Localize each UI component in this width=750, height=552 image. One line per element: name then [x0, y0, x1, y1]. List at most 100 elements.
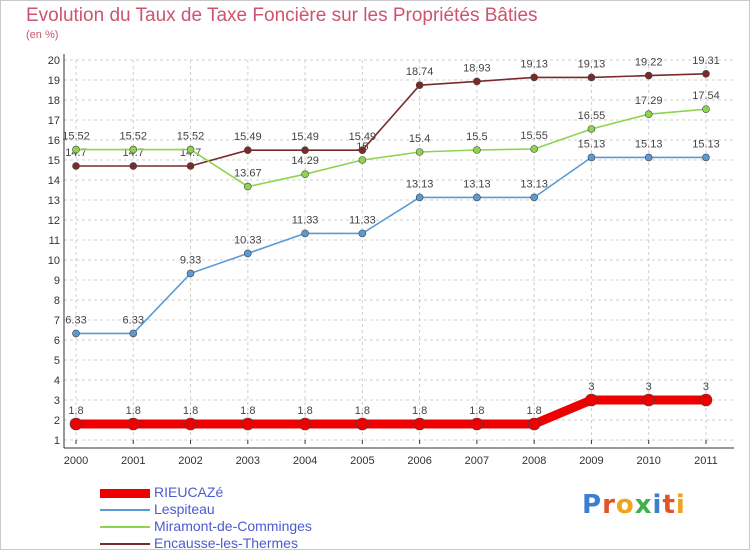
- data-point: [644, 71, 653, 80]
- y-tick-label: 17: [48, 115, 60, 127]
- x-tick-label: 2004: [293, 455, 317, 467]
- data-label: 6.33: [65, 314, 86, 326]
- data-label: 18.74: [406, 66, 434, 78]
- y-tick-label: 10: [48, 255, 60, 267]
- data-point: [358, 229, 367, 238]
- data-label: 15: [356, 141, 368, 153]
- x-tick-label: 2000: [64, 455, 88, 467]
- y-tick-label: 8: [54, 295, 60, 307]
- data-point: [356, 417, 369, 431]
- data-point: [413, 417, 426, 431]
- data-point: [72, 162, 80, 170]
- data-label: 13.13: [463, 178, 491, 190]
- data-point: [470, 417, 484, 431]
- y-tick-label: 3: [54, 395, 60, 407]
- data-label: 1.8: [355, 405, 370, 417]
- data-point: [69, 417, 83, 431]
- logo-letter: r: [602, 490, 616, 520]
- data-label: 1.8: [126, 405, 141, 417]
- logo-letter: t: [662, 490, 676, 520]
- data-label: 6.33: [123, 314, 144, 326]
- data-label: 17.54: [692, 90, 720, 102]
- data-label: 19.13: [520, 58, 548, 70]
- data-point: [642, 393, 656, 407]
- data-label: 1.8: [412, 405, 427, 417]
- y-tick-label: 12: [48, 215, 60, 227]
- data-point: [186, 269, 195, 278]
- data-point: [301, 146, 309, 154]
- y-tick-label: 6: [54, 335, 60, 347]
- x-tick-label: 2002: [178, 455, 202, 467]
- data-label: 15.49: [349, 131, 377, 143]
- legend-swatch: [100, 526, 150, 528]
- data-label: 16.55: [578, 110, 606, 122]
- legend-label: Miramont-de-Comminges: [154, 518, 312, 534]
- x-tick-label: 2008: [522, 455, 546, 467]
- logo-letter: o: [615, 490, 635, 520]
- data-label: 15.49: [234, 131, 262, 143]
- y-tick-label: 7: [54, 315, 60, 327]
- data-point: [298, 417, 312, 431]
- data-point: [644, 153, 653, 162]
- data-point: [415, 81, 424, 89]
- data-label: 3: [588, 381, 594, 393]
- data-point: [301, 170, 309, 178]
- data-label: 15.52: [120, 131, 148, 143]
- data-label: 15.13: [692, 138, 720, 150]
- data-label: 1.8: [240, 405, 255, 417]
- proxiti-logo: Proxiti: [582, 490, 686, 520]
- data-label: 1.8: [469, 405, 484, 417]
- legend-label: RIEUCAZé: [154, 484, 224, 500]
- data-point: [587, 73, 596, 82]
- data-point: [301, 229, 309, 238]
- data-label: 13.13: [406, 178, 434, 190]
- data-label: 19.13: [578, 58, 606, 70]
- data-point: [530, 145, 538, 153]
- data-label: 18.93: [463, 62, 491, 74]
- y-tick-label: 15: [48, 155, 60, 167]
- x-tick-label: 2001: [121, 455, 145, 467]
- data-label: 19.31: [692, 55, 720, 67]
- data-point: [186, 145, 195, 154]
- data-label: 15.13: [578, 138, 606, 150]
- data-point: [702, 105, 710, 113]
- data-label: 15.5: [466, 131, 487, 143]
- data-label: 13.13: [520, 178, 548, 190]
- series-line-0: [71, 395, 711, 429]
- data-label: 14.29: [291, 155, 319, 167]
- data-point: [530, 73, 538, 82]
- data-point: [184, 417, 197, 431]
- logo-letter: i: [652, 490, 663, 520]
- data-label: 15.52: [177, 131, 205, 143]
- data-point: [473, 146, 481, 154]
- series-line-3: [75, 73, 707, 167]
- legend-label: Lespiteau: [154, 501, 215, 517]
- data-label: 3: [703, 381, 709, 393]
- data-label: 9.33: [180, 254, 201, 266]
- x-tick-label: 2006: [407, 455, 431, 467]
- y-tick-label: 18: [48, 95, 60, 107]
- data-label: 3: [646, 381, 652, 393]
- data-point: [244, 249, 252, 258]
- legend-label: Encausse-les-Thermes: [154, 535, 298, 551]
- data-label: 15.4: [409, 133, 430, 145]
- data-point: [72, 329, 80, 338]
- data-point: [699, 393, 713, 407]
- data-point: [702, 70, 710, 78]
- data-point: [126, 417, 140, 431]
- data-point: [527, 417, 541, 431]
- data-label: 15.52: [62, 131, 90, 143]
- data-point: [244, 146, 252, 154]
- data-label: 11.33: [349, 214, 376, 226]
- x-tick-label: 2011: [694, 455, 718, 467]
- legend-swatch: [100, 488, 150, 498]
- data-point: [186, 162, 195, 170]
- unit-label: (en %): [26, 29, 59, 41]
- data-point: [473, 77, 481, 86]
- y-tick-label: 1: [54, 435, 60, 447]
- data-label: 1.8: [68, 405, 83, 417]
- y-tick-label: 19: [48, 75, 60, 87]
- data-label: 13.67: [234, 168, 262, 180]
- y-tick-label: 14: [48, 175, 60, 187]
